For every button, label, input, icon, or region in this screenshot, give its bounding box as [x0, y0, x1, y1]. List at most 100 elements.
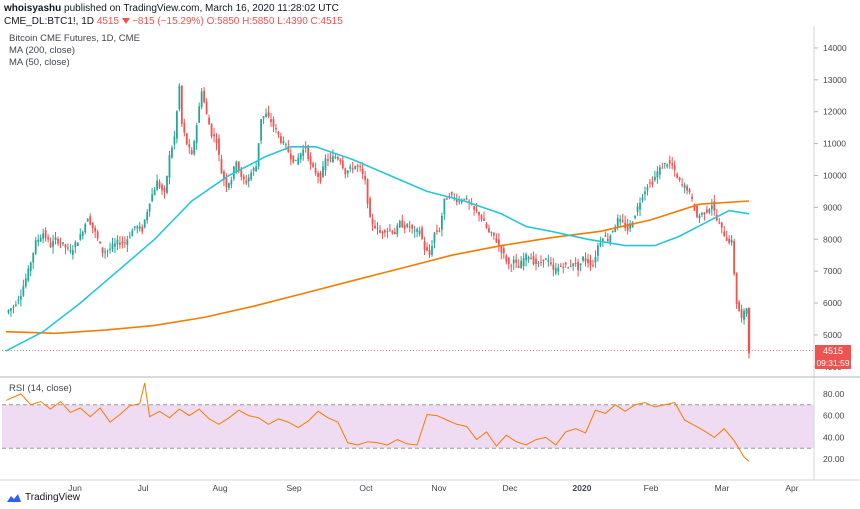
candle-body	[12, 306, 15, 308]
price-tick-label: 8000	[823, 234, 842, 244]
candle-body	[443, 198, 446, 215]
candle-body	[225, 178, 228, 188]
candle-body	[730, 239, 733, 243]
rsi-tick-label: 60.00	[823, 411, 845, 421]
candle-body	[713, 201, 716, 211]
candle-body	[649, 182, 651, 184]
candle-body	[376, 227, 379, 229]
candle-body	[230, 180, 233, 185]
candle-body	[733, 241, 736, 274]
candle-body	[208, 117, 210, 125]
candle-body	[24, 278, 27, 287]
candle-body	[426, 247, 428, 251]
legend-title: Bitcoin CME Futures, 1D, CME	[9, 33, 140, 44]
candle-body	[626, 223, 629, 231]
candle-body	[505, 255, 508, 262]
candle-body	[277, 131, 280, 135]
candle-body	[99, 241, 102, 244]
candle-body	[62, 242, 64, 244]
candle-body	[512, 259, 515, 264]
candle-body	[42, 233, 45, 239]
candle-body	[661, 167, 664, 169]
publish-header: whoisyashu published on TradingView.com,…	[4, 2, 339, 15]
time-tick-label: Mar	[715, 483, 730, 493]
candle-body	[698, 215, 701, 219]
candle-body	[183, 122, 186, 133]
candle-body	[218, 138, 220, 155]
candle-body	[19, 296, 22, 300]
candle-body	[696, 206, 698, 217]
candle-body	[450, 192, 453, 195]
candle-body	[651, 181, 654, 185]
candle-body	[158, 181, 161, 188]
candle-body	[666, 164, 669, 167]
candle-body	[131, 230, 134, 237]
time-tick-label: Oct	[359, 483, 373, 493]
candle-body	[302, 149, 305, 156]
candle-body	[336, 157, 339, 160]
candle-body	[215, 139, 218, 144]
candle-body	[297, 157, 300, 165]
candle-body	[332, 156, 334, 163]
candle-body	[490, 231, 493, 233]
candle-body	[421, 227, 423, 239]
candle-body	[728, 238, 731, 243]
candle-body	[267, 112, 270, 117]
candle-body	[428, 249, 431, 256]
candle-body	[537, 262, 540, 264]
down-triangle-icon	[122, 18, 131, 25]
candle-body	[678, 177, 681, 181]
candle-body	[671, 163, 674, 166]
price-tick-label: 12000	[823, 107, 847, 117]
candle-body	[250, 172, 253, 180]
candle-body	[173, 136, 176, 145]
candle-body	[438, 230, 441, 232]
candle-body	[220, 159, 223, 174]
candle-body	[314, 168, 317, 174]
candle-body	[745, 308, 748, 314]
time-tick-label: Sep	[286, 483, 301, 493]
candle-body	[408, 226, 411, 228]
candle-body	[574, 262, 577, 264]
last-candle-body	[747, 307, 751, 351]
candle-body	[255, 166, 258, 172]
legend-ma50: MA (50, close)	[9, 57, 70, 68]
time-tick-label: Jun	[68, 483, 82, 493]
candle-body	[601, 238, 604, 241]
candle-body	[84, 224, 87, 233]
candle-body	[213, 134, 215, 137]
candle-body	[287, 146, 290, 153]
candle-body	[17, 299, 20, 301]
candle-body	[619, 219, 622, 222]
candle-body	[379, 229, 381, 233]
candle-body	[470, 204, 473, 206]
candle-body	[413, 230, 416, 232]
candle-body	[418, 230, 421, 235]
candle-body	[629, 223, 632, 229]
candle-body	[547, 260, 550, 262]
candle-body	[559, 265, 562, 267]
candle-body	[109, 248, 111, 250]
candle-body	[136, 226, 139, 229]
candle-body	[735, 272, 738, 305]
candle-body	[294, 159, 297, 161]
candle-body	[81, 232, 84, 237]
rsi-tick-label: 80.00	[823, 389, 845, 399]
candle-body	[114, 243, 116, 247]
candle-body	[91, 222, 94, 229]
candle-body	[341, 160, 344, 169]
candle-body	[582, 256, 584, 261]
candle-body	[599, 242, 602, 246]
candle-body	[634, 215, 636, 218]
tradingview-branding[interactable]: TradingView	[6, 492, 80, 503]
candle-body	[708, 209, 711, 214]
candle-body	[143, 219, 146, 228]
candle-body	[44, 230, 47, 239]
candle-body	[688, 189, 691, 193]
candle-body	[195, 125, 198, 143]
candle-body	[589, 260, 592, 266]
candle-body	[317, 172, 319, 177]
author-name: whoisyashu	[4, 3, 62, 14]
candle-body	[621, 220, 624, 222]
